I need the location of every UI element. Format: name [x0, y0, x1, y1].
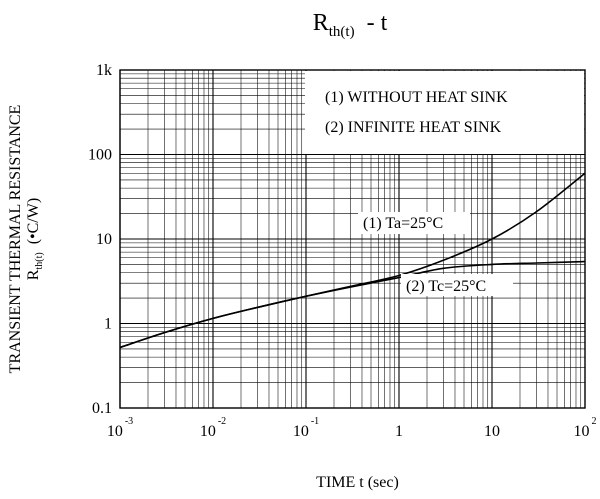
series-line-1 [119, 172, 586, 349]
annotation-bg-2 [401, 274, 513, 296]
y-tick-label: 1k [96, 62, 112, 79]
y-axis-label-line2: Rth(t)(•C/W) [25, 198, 45, 280]
annotation-series-2: (2) Tc=25°C [406, 278, 486, 295]
x-tick-label: 102 [574, 416, 597, 440]
series-layer [119, 172, 586, 349]
annotation-series-1: (1) Ta=25°C [363, 215, 443, 232]
y-axis-label-line1: TRANSIENT THERMAL RESISTANCE [7, 105, 24, 374]
y-tick-label: 10 [96, 231, 112, 248]
legend: (1) WITHOUT HEAT SINK (2) INFINITE HEAT … [305, 71, 584, 154]
x-axis-label: TIME t (sec) [316, 474, 399, 491]
chart-title: Rth(t) - t [313, 10, 388, 40]
legend-entry-2: (2) INFINITE HEAT SINK [325, 119, 502, 136]
annotations: (1) Ta=25°C (2) Tc=25°C [358, 212, 513, 296]
y-axis-label: TRANSIENT THERMAL RESISTANCE Rth(t)(•C/W… [7, 105, 45, 374]
series-line-2 [119, 260, 586, 349]
legend-box [305, 71, 584, 154]
tick-labels: 10-3 10-2 10-1 1 10 102 0.1 1 10 100 1k [88, 62, 597, 440]
x-tick-label: 10-2 [200, 416, 226, 440]
y-tick-label: 0.1 [92, 400, 112, 417]
annotation-bg-1 [358, 212, 470, 234]
y-tick-label: 1 [104, 316, 112, 333]
x-tick-label: 1 [395, 423, 403, 440]
y-tick-label: 100 [88, 147, 112, 164]
plot-frame [119, 69, 586, 409]
x-tick-label: 10-3 [107, 416, 133, 440]
x-tick-label: 10 [484, 423, 500, 440]
legend-entry-1: (1) WITHOUT HEAT SINK [325, 89, 508, 106]
x-tick-label: 10-1 [293, 416, 319, 440]
